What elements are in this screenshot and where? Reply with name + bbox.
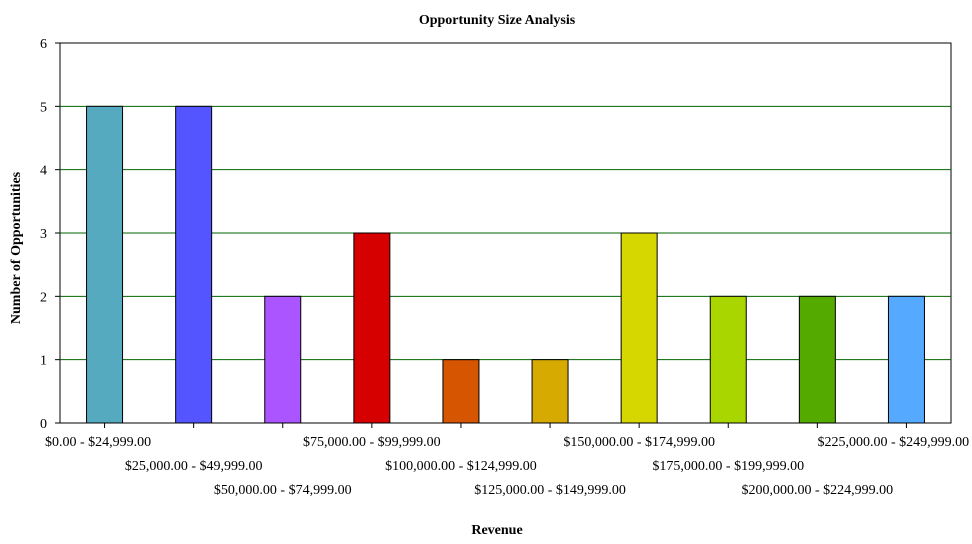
y-tick-label: 2	[40, 290, 47, 305]
x-category-label: $150,000.00 - $174,999.00	[563, 435, 715, 450]
bar	[531, 359, 569, 424]
x-category-label: $225,000.00 - $249,999.00	[817, 435, 969, 450]
chart-title: Opportunity Size Analysis	[419, 13, 576, 28]
bar	[620, 232, 658, 424]
x-axis-title: Revenue	[471, 523, 522, 538]
x-category-label: $125,000.00 - $149,999.00	[474, 483, 626, 498]
y-tick-label: 5	[40, 100, 47, 115]
y-axis-title: Number of Opportunities	[9, 171, 24, 324]
y-tick-label: 0	[40, 417, 47, 432]
bar	[353, 232, 391, 424]
y-tick-label: 3	[40, 227, 47, 242]
x-category-label: $175,000.00 - $199,999.00	[652, 459, 804, 474]
x-category-label: $50,000.00 - $74,999.00	[214, 483, 352, 498]
bar	[86, 105, 124, 424]
plot-area: 0 1 2 3 4 5 6 $0.00 - $24,999.00 $25,000.00 - $4…	[40, 37, 969, 498]
bar	[264, 295, 302, 424]
y-tick-label: 6	[40, 37, 47, 52]
x-category-label: $200,000.00 - $224,999.00	[742, 483, 894, 498]
bar	[798, 295, 836, 424]
bar	[887, 295, 925, 424]
y-tick-label: 1	[40, 354, 47, 369]
bar	[442, 359, 480, 424]
y-tick-label: 4	[40, 164, 47, 179]
bar	[175, 105, 213, 424]
x-category-label: $25,000.00 - $49,999.00	[125, 459, 263, 474]
bar	[709, 295, 747, 424]
x-category-label: $100,000.00 - $124,999.00	[385, 459, 537, 474]
x-category-label: $75,000.00 - $99,999.00	[303, 435, 441, 450]
x-category-label: $0.00 - $24,999.00	[45, 435, 151, 450]
